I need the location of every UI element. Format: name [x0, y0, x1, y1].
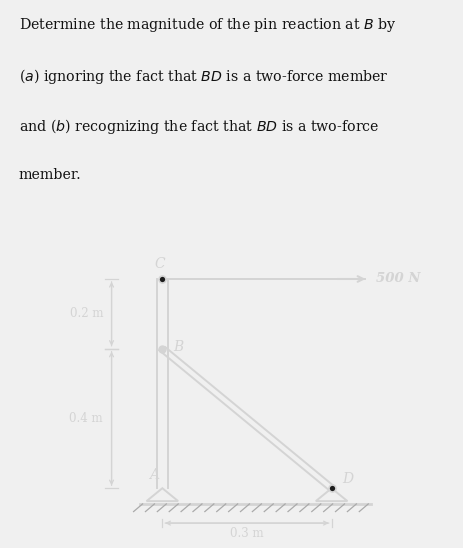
Text: A: A [150, 468, 160, 482]
Text: 0.3 m: 0.3 m [230, 527, 264, 540]
Text: B: B [174, 340, 184, 354]
Text: 500 N: 500 N [375, 272, 420, 286]
Text: C: C [154, 258, 165, 271]
Text: D: D [342, 472, 353, 487]
Text: ($a$) ignoring the fact that $BD$ is a two-force member: ($a$) ignoring the fact that $BD$ is a t… [19, 67, 388, 85]
Text: and ($b$) recognizing the fact that $BD$ is a two-force: and ($b$) recognizing the fact that $BD$… [19, 117, 379, 136]
Text: Determine the magnitude of the pin reaction at $B$ by: Determine the magnitude of the pin react… [19, 16, 396, 34]
Text: 0.4 m: 0.4 m [69, 412, 103, 425]
Text: 0.2 m: 0.2 m [69, 307, 103, 321]
Text: member.: member. [19, 168, 81, 182]
